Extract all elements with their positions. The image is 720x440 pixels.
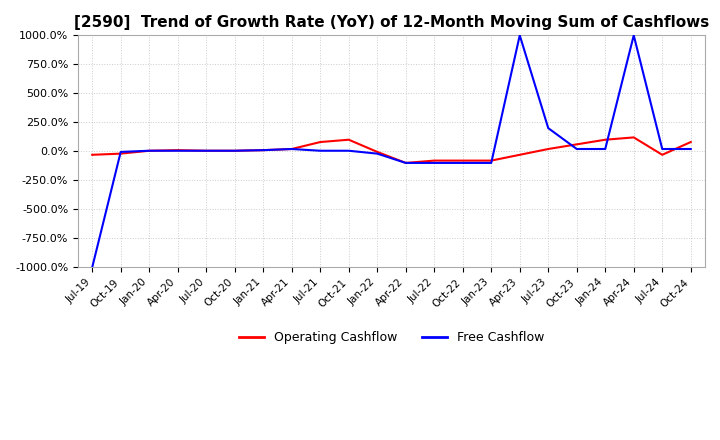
Free Cashflow	[230, 148, 239, 154]
Operating Cashflow	[174, 147, 182, 153]
Free Cashflow	[174, 148, 182, 154]
Free Cashflow	[145, 148, 153, 154]
Free Cashflow	[487, 160, 495, 165]
Operating Cashflow	[658, 152, 667, 158]
Operating Cashflow	[430, 158, 438, 163]
Line: Free Cashflow: Free Cashflow	[92, 35, 690, 268]
Operating Cashflow	[373, 149, 382, 154]
Operating Cashflow	[344, 137, 353, 143]
Free Cashflow	[259, 147, 268, 153]
Free Cashflow	[202, 148, 210, 154]
Free Cashflow	[344, 148, 353, 154]
Operating Cashflow	[686, 139, 695, 145]
Free Cashflow	[572, 147, 581, 152]
Operating Cashflow	[459, 158, 467, 163]
Operating Cashflow	[544, 147, 552, 152]
Free Cashflow	[117, 149, 125, 154]
Free Cashflow	[459, 160, 467, 165]
Free Cashflow	[601, 147, 610, 152]
Free Cashflow	[287, 147, 296, 152]
Operating Cashflow	[516, 152, 524, 158]
Operating Cashflow	[145, 148, 153, 154]
Free Cashflow	[316, 148, 325, 154]
Operating Cashflow	[316, 139, 325, 145]
Title: [2590]  Trend of Growth Rate (YoY) of 12-Month Moving Sum of Cashflows: [2590] Trend of Growth Rate (YoY) of 12-…	[74, 15, 709, 30]
Operating Cashflow	[230, 148, 239, 154]
Free Cashflow	[430, 160, 438, 165]
Operating Cashflow	[117, 151, 125, 156]
Free Cashflow	[516, 33, 524, 38]
Operating Cashflow	[629, 135, 638, 140]
Free Cashflow	[88, 265, 96, 270]
Free Cashflow	[373, 151, 382, 156]
Free Cashflow	[658, 147, 667, 152]
Free Cashflow	[544, 125, 552, 131]
Operating Cashflow	[572, 142, 581, 147]
Free Cashflow	[629, 33, 638, 38]
Operating Cashflow	[487, 158, 495, 163]
Operating Cashflow	[259, 147, 268, 153]
Operating Cashflow	[601, 137, 610, 143]
Free Cashflow	[402, 160, 410, 165]
Operating Cashflow	[402, 160, 410, 165]
Operating Cashflow	[287, 147, 296, 152]
Line: Operating Cashflow: Operating Cashflow	[92, 137, 690, 163]
Operating Cashflow	[88, 152, 96, 158]
Legend: Operating Cashflow, Free Cashflow: Operating Cashflow, Free Cashflow	[233, 326, 549, 349]
Operating Cashflow	[202, 148, 210, 154]
Free Cashflow	[686, 147, 695, 152]
